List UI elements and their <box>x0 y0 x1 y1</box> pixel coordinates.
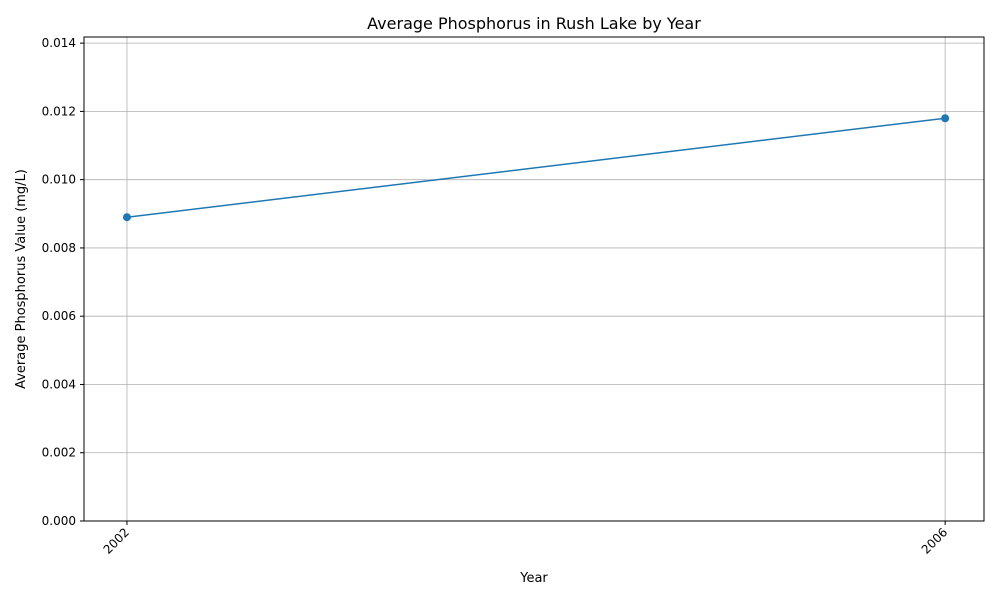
x-tick-label: 2002 <box>101 525 132 556</box>
series-points <box>122 114 950 222</box>
data-point <box>122 213 131 222</box>
y-tick-label: 0.014 <box>42 36 76 50</box>
y-tick-label: 0.006 <box>42 309 76 323</box>
grid-lines <box>84 37 984 522</box>
x-axis-ticks: 2002 2006 <box>101 521 950 557</box>
series-line <box>126 117 946 218</box>
plot-frame <box>83 36 985 522</box>
y-tick-label: 0.000 <box>42 514 76 528</box>
chart-title: Average Phosphorus in Rush Lake by Year <box>367 14 701 33</box>
x-tick-label: 2006 <box>919 525 950 556</box>
x-axis-label: Year <box>519 571 548 586</box>
y-tick-label: 0.010 <box>42 173 76 187</box>
y-axis-ticks: 0.000 0.002 0.004 0.006 0.008 0.010 0.012 0.014 <box>42 36 84 528</box>
y-axis-label: Average Phosphorus Value (mg/L) <box>14 169 29 389</box>
y-tick-label: 0.012 <box>42 104 76 118</box>
series-lines <box>126 117 946 218</box>
data-point <box>941 114 950 123</box>
y-tick-label: 0.004 <box>42 377 76 391</box>
y-tick-label: 0.008 <box>42 241 76 255</box>
y-tick-label: 0.002 <box>42 446 76 460</box>
